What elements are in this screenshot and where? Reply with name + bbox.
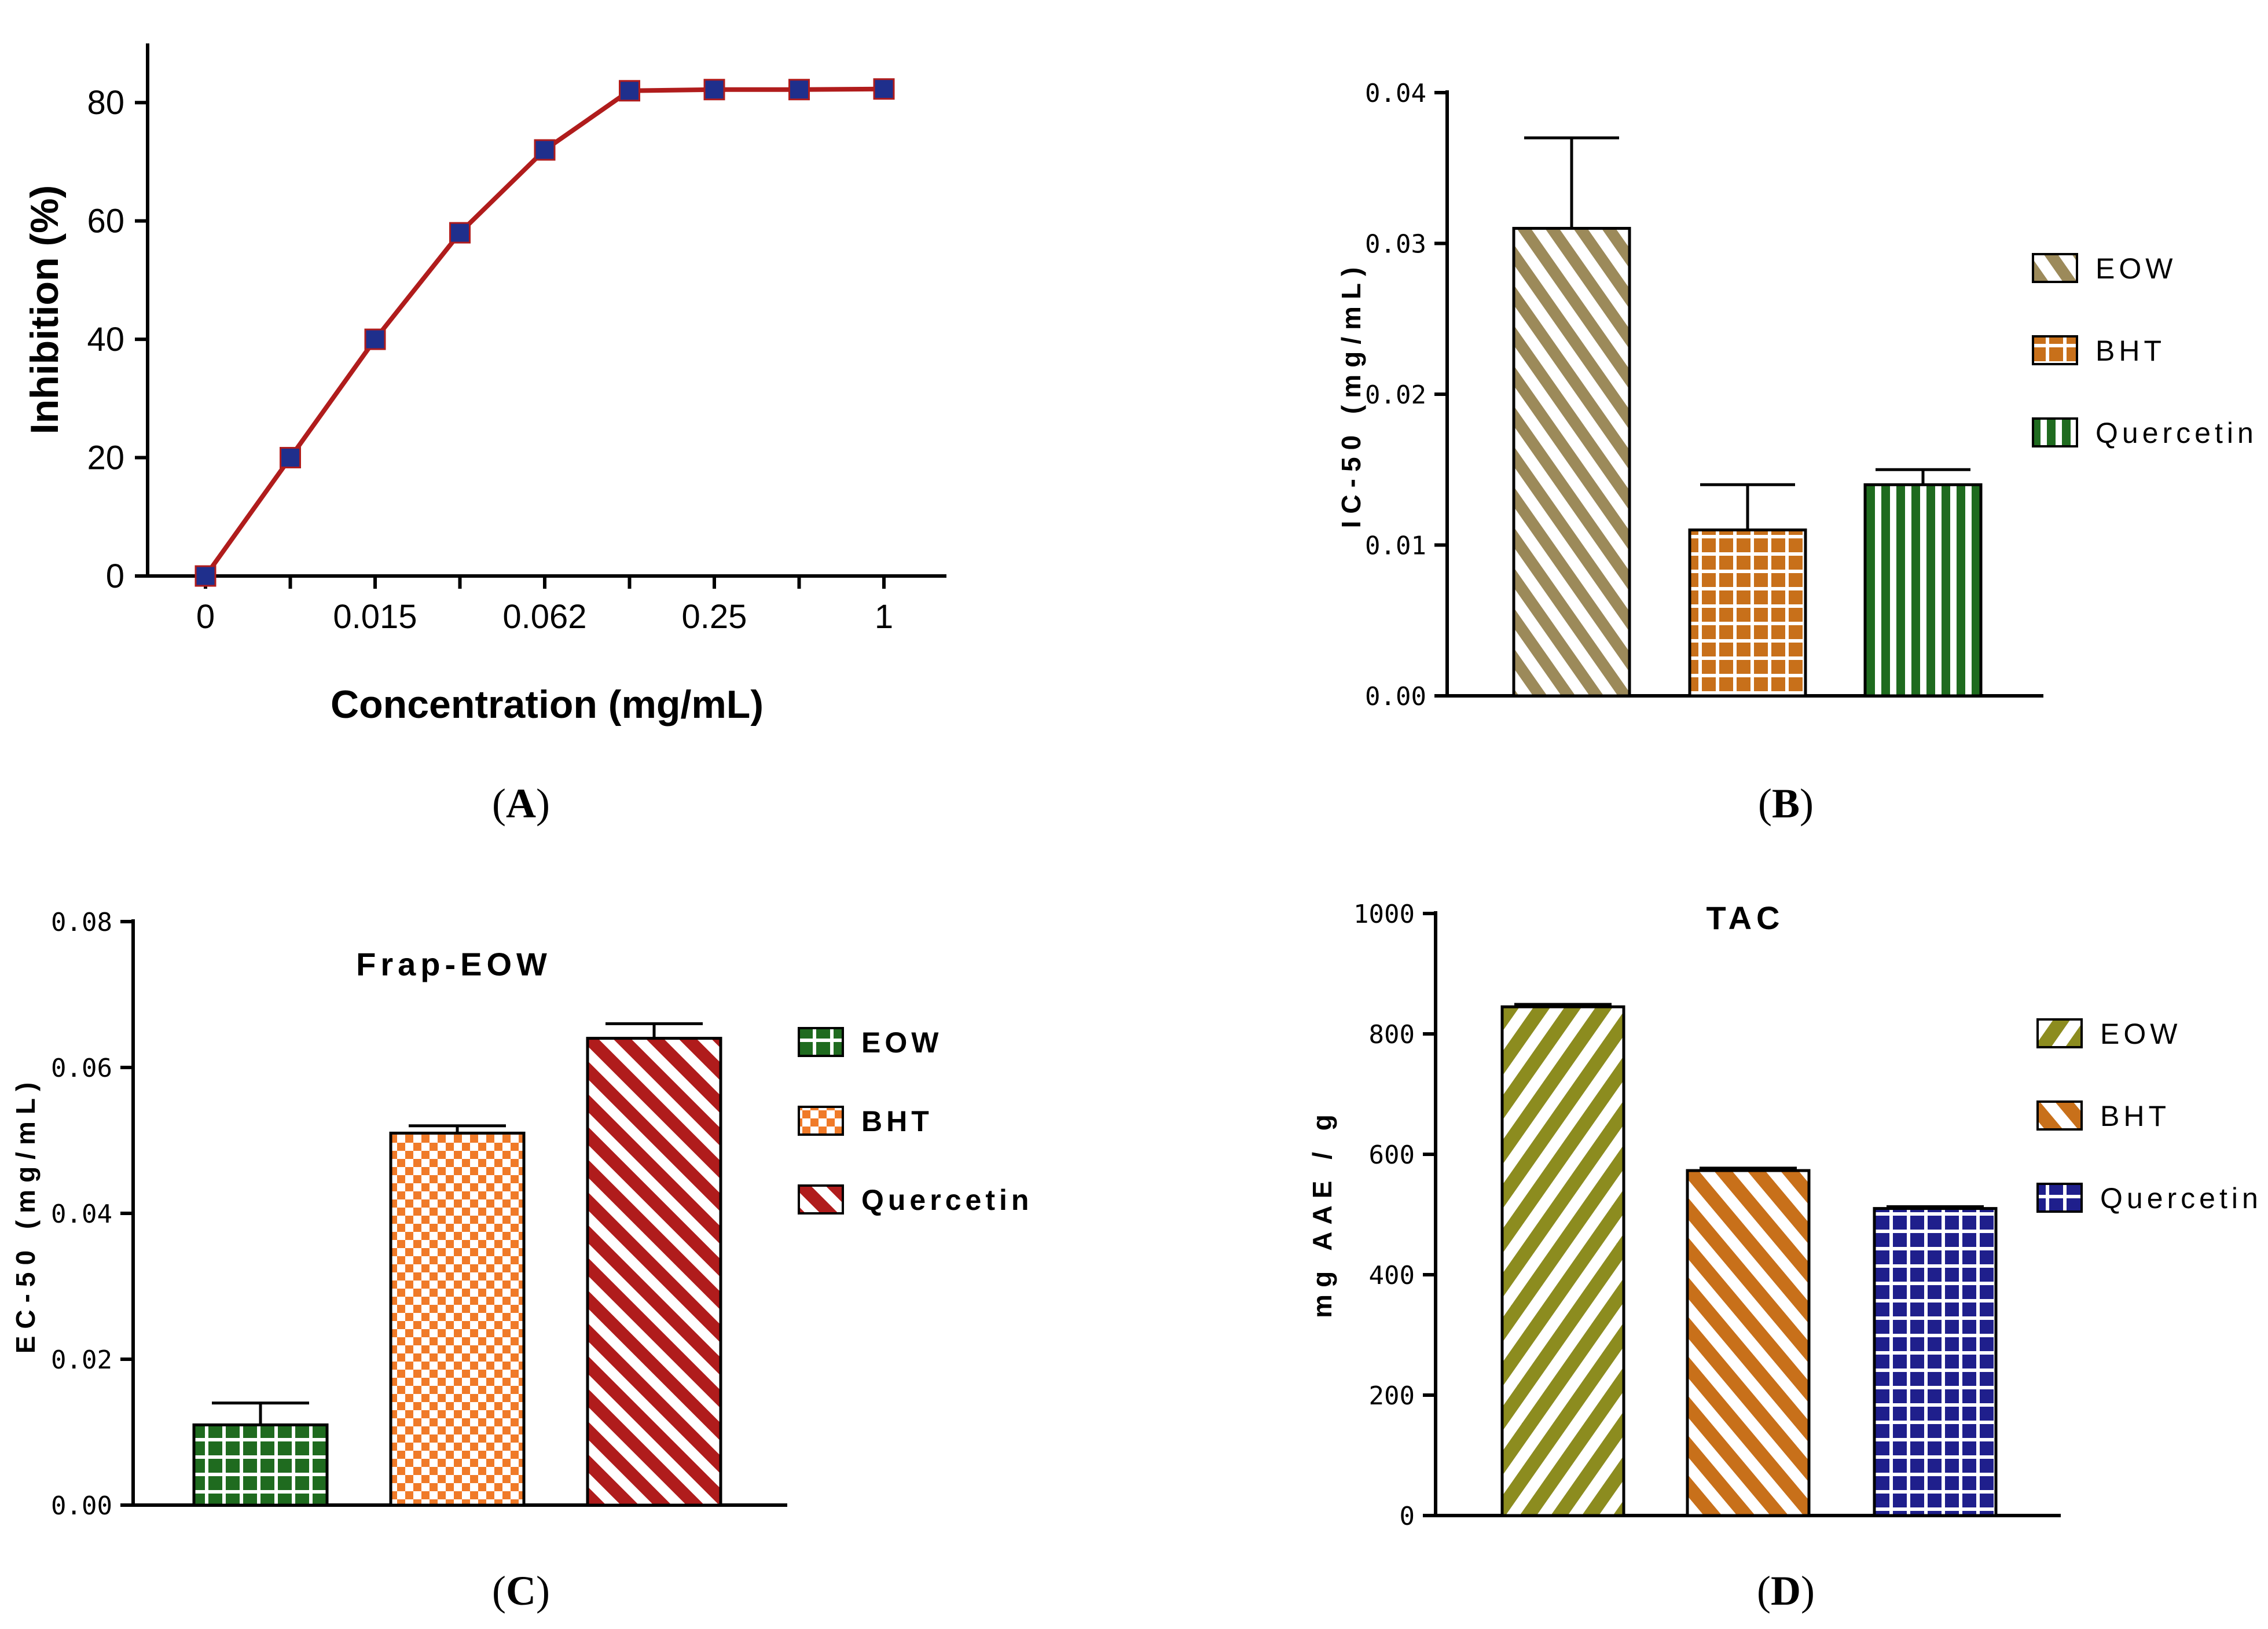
y-tick-label: 0.00 <box>1365 682 1426 711</box>
y-axis-title: EC-50 (mg/mL) <box>10 1076 41 1354</box>
data-point <box>873 78 895 100</box>
y-tick-label: 0 <box>106 557 124 595</box>
data-point <box>619 80 640 102</box>
legend-label: EOW <box>2095 252 2177 285</box>
bar-bht <box>389 1131 526 1507</box>
data-point <box>703 79 725 101</box>
legend-label: BHT <box>861 1105 933 1138</box>
y-tick-label: 60 <box>87 203 124 240</box>
chart-d-tac: 0 200 400 600 800 1000 TAC mg AAE / g EOW BHT Quer… <box>1307 900 2262 1531</box>
bar-bht <box>1686 1169 1811 1517</box>
x-tick-label: 0.062 <box>502 598 586 636</box>
legend-label: EOW <box>861 1026 942 1059</box>
legend-label: Quercetin <box>2100 1182 2262 1215</box>
x-tick-label: 0.015 <box>333 598 417 636</box>
data-point <box>534 139 556 161</box>
x-tick-label: 1 <box>875 598 893 636</box>
legend-swatch <box>798 1184 844 1215</box>
legend-swatch <box>2036 1100 2083 1131</box>
bar-eow <box>1512 226 1631 698</box>
legend-label: EOW <box>2100 1018 2181 1050</box>
panel-label-a: (A) <box>492 780 550 827</box>
y-tick-label: 1000 <box>1353 900 1415 929</box>
legend-label: Quercetin <box>861 1184 1033 1216</box>
y-axis-title: IC-50 (mg/mL) <box>1336 261 1366 529</box>
y-tick-label: 0.08 <box>51 908 112 937</box>
y-tick-label: 0.00 <box>51 1491 112 1521</box>
y-tick-label: 0.01 <box>1365 531 1426 561</box>
chart-title: TAC <box>1706 900 1785 936</box>
chart-c-ec50: 0.00 0.02 0.04 0.06 0.08 Frap-EOW EC-50 (mg/mL… <box>10 908 1033 1521</box>
y-tick-label: 20 <box>87 439 124 477</box>
data-point <box>280 447 301 469</box>
x-axis-title: Concentration (mg/mL) <box>331 683 764 727</box>
y-axis-title: Inhibition (%) <box>23 185 67 435</box>
panel-label-b: (B) <box>1758 780 1814 827</box>
legend-label: BHT <box>2100 1100 2170 1132</box>
bar-quercetin <box>1873 1207 1998 1517</box>
y-tick-label: 40 <box>87 321 124 358</box>
data-point <box>449 222 471 244</box>
y-tick-label: 0.04 <box>1365 79 1426 108</box>
data-point <box>194 565 216 587</box>
legend-swatch <box>2032 417 2078 447</box>
x-tick-label: 0.25 <box>682 598 747 636</box>
legend-label: BHT <box>2095 335 2166 367</box>
legend-swatch <box>2036 1018 2083 1048</box>
bar-eow <box>192 1423 329 1507</box>
legend-swatch <box>2032 335 2078 365</box>
y-tick-label: 600 <box>1369 1140 1415 1170</box>
chart-a-inhibition: 0 20 40 60 80 0 0.015 0.062 0.25 1 Concentration (… <box>23 43 946 727</box>
y-axis-title: mg AAE / g <box>1307 1107 1337 1318</box>
y-tick-label: 400 <box>1369 1261 1415 1290</box>
bar-quercetin <box>586 1037 722 1507</box>
bar-bht <box>1688 528 1807 698</box>
y-tick-label: 0 <box>1400 1502 1415 1531</box>
x-tick-label: 0 <box>196 598 215 636</box>
series-line <box>203 86 885 578</box>
panel-label-c: (C) <box>492 1568 550 1614</box>
y-tick-label: 800 <box>1369 1020 1415 1050</box>
y-tick-label: 200 <box>1369 1381 1415 1411</box>
y-tick-label: 0.02 <box>51 1345 112 1375</box>
chart-b-ic50: 0.00 0.01 0.02 0.03 0.04 IC-50 (mg/mL) EOW BHT Q… <box>1336 79 2258 711</box>
legend-swatch <box>2036 1183 2083 1213</box>
legend-swatch <box>798 1027 844 1057</box>
bar-quercetin <box>1863 483 1983 698</box>
y-tick-label: 80 <box>87 84 124 122</box>
y-tick-label: 0.06 <box>51 1054 112 1083</box>
data-point <box>364 328 386 350</box>
data-point <box>788 79 810 101</box>
legend-swatch <box>798 1106 844 1136</box>
y-tick-label: 0.04 <box>51 1199 112 1229</box>
legend-label: Quercetin <box>2095 417 2258 449</box>
chart-title: Frap-EOW <box>356 946 552 982</box>
panel-label-d: (D) <box>1757 1568 1815 1614</box>
bar-eow <box>1500 1005 1625 1517</box>
y-tick-label: 0.02 <box>1365 380 1426 410</box>
y-tick-label: 0.03 <box>1365 230 1426 259</box>
legend-swatch <box>2032 253 2078 283</box>
